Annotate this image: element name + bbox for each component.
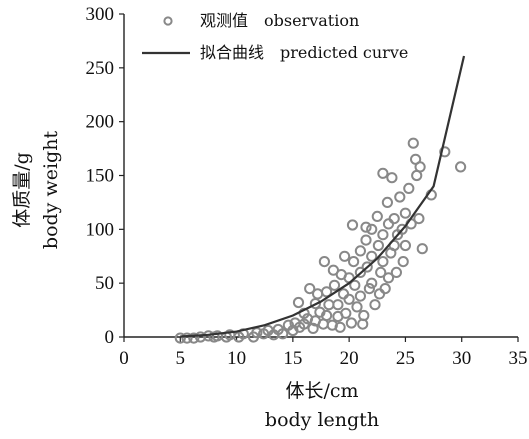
observation-point bbox=[394, 191, 406, 203]
observation-point bbox=[349, 279, 361, 291]
observation-point bbox=[348, 256, 360, 268]
observation-point bbox=[366, 223, 378, 235]
x-tick-label: 15 bbox=[283, 348, 302, 369]
observation-point bbox=[373, 288, 386, 300]
observation-point bbox=[369, 299, 381, 311]
axes bbox=[119, 13, 519, 342]
observation-point bbox=[181, 332, 193, 344]
observation-point bbox=[277, 328, 289, 340]
observation-point bbox=[413, 213, 425, 225]
legend-curve-label: 拟合曲线 predicted curve bbox=[200, 43, 408, 62]
observation-point bbox=[360, 221, 372, 233]
observation-point bbox=[439, 146, 451, 158]
x-tick-label: 25 bbox=[396, 348, 415, 369]
observation-point bbox=[403, 182, 415, 194]
y-axis-title: 体质量/g bbox=[11, 152, 33, 228]
observation-point bbox=[188, 332, 200, 344]
observation-point bbox=[455, 161, 467, 173]
observation-point bbox=[377, 256, 389, 268]
y-tick-label: 300 bbox=[86, 4, 115, 25]
observation-point bbox=[381, 196, 393, 208]
observation-point bbox=[391, 229, 404, 241]
observation-point bbox=[399, 207, 411, 219]
observation-point bbox=[321, 309, 333, 322]
observation-point bbox=[340, 307, 352, 319]
x-tick-label: 35 bbox=[509, 348, 528, 369]
observation-point bbox=[194, 331, 207, 343]
observation-point bbox=[399, 239, 411, 252]
x-tick-label: 30 bbox=[452, 348, 471, 369]
observation-point bbox=[307, 322, 319, 334]
y-tick-label: 150 bbox=[86, 166, 115, 187]
observation-point bbox=[334, 321, 346, 333]
legend-observation-label: 观测值 observation bbox=[200, 11, 359, 30]
observation-point bbox=[382, 218, 395, 230]
observation-point bbox=[372, 239, 384, 252]
observation-point bbox=[363, 283, 375, 295]
observation-point bbox=[377, 167, 389, 179]
observation-point bbox=[318, 256, 330, 268]
observation-point bbox=[354, 290, 366, 302]
observation-point bbox=[390, 266, 402, 278]
observation-point bbox=[375, 266, 387, 278]
observation-point bbox=[351, 301, 363, 313]
y-tick-label: 250 bbox=[86, 58, 115, 79]
y-axis-title-en: body weight bbox=[40, 131, 62, 250]
observation-point bbox=[345, 317, 357, 329]
observation-point bbox=[397, 256, 409, 268]
predicted-curve-line bbox=[180, 55, 466, 338]
observation-point bbox=[339, 250, 351, 262]
x-tick-label: 5 bbox=[176, 348, 186, 369]
x-axis-title-en: body length bbox=[265, 409, 379, 431]
observation-point bbox=[386, 172, 398, 184]
legend-observation-marker bbox=[163, 16, 173, 26]
observation-point bbox=[312, 288, 324, 300]
observation-point bbox=[416, 243, 428, 255]
x-tick-label: 20 bbox=[340, 348, 359, 369]
x-tick-label: 0 bbox=[119, 348, 129, 369]
observation-points bbox=[174, 137, 467, 344]
observation-point bbox=[360, 234, 372, 246]
observation-point bbox=[361, 261, 373, 273]
x-axis-title: 体长/cm bbox=[285, 380, 358, 402]
observation-point bbox=[377, 229, 389, 241]
observation-point bbox=[366, 250, 378, 262]
y-tick-label: 0 bbox=[105, 327, 115, 348]
observation-point bbox=[354, 245, 366, 257]
observation-point bbox=[346, 219, 359, 231]
tick-labels: 0 50 100 150 200 250 300 0 5 10 15 20 25 30 35 bbox=[86, 4, 528, 369]
observation-point bbox=[332, 299, 344, 311]
observation-point bbox=[379, 283, 391, 295]
y-tick-label: 100 bbox=[86, 219, 115, 240]
observation-point bbox=[354, 266, 366, 278]
observation-point bbox=[337, 288, 350, 300]
observation-point bbox=[343, 293, 355, 305]
observation-point bbox=[323, 299, 335, 311]
legend: 观测值 observation 拟合曲线 predicted curve bbox=[142, 11, 408, 62]
observation-point bbox=[304, 283, 316, 295]
x-tick-label: 10 bbox=[227, 348, 246, 369]
observation-point bbox=[366, 277, 378, 289]
y-tick-label: 50 bbox=[95, 273, 114, 294]
observation-point bbox=[414, 161, 426, 173]
observation-point bbox=[328, 279, 341, 291]
observation-point bbox=[174, 332, 186, 344]
observation-point bbox=[388, 213, 400, 225]
observation-point bbox=[371, 210, 383, 222]
observation-point bbox=[407, 137, 419, 149]
observation-point bbox=[327, 264, 339, 276]
observation-point bbox=[357, 318, 369, 330]
observation-point bbox=[382, 272, 395, 284]
observation-point bbox=[292, 296, 305, 309]
y-tick-label: 200 bbox=[86, 112, 115, 133]
